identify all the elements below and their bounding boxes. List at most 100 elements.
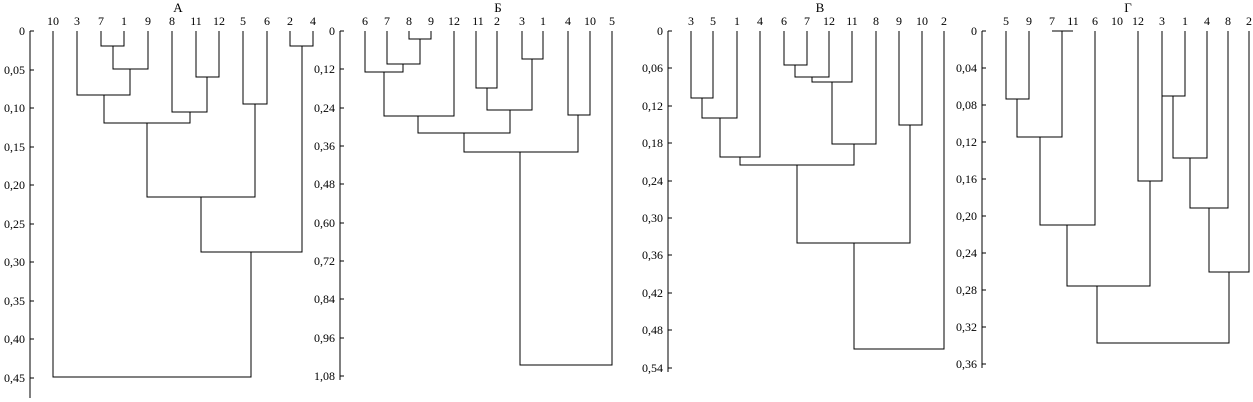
panel-a-tick-label: 0,10 xyxy=(4,101,25,115)
panel-b-leaf-label: 1 xyxy=(540,14,546,28)
panel-d-leaf-label: 10 xyxy=(1111,14,1123,28)
panel-c-tree xyxy=(690,31,945,350)
panel-b-leaf-labels: 6 7 8 9 12 11 2 3 1 4 10 5 xyxy=(362,14,615,28)
panel-a-merge-link xyxy=(52,31,252,378)
panel-c-tick-labels: 0 0,06 0,12 0,18 0,24 0,30 0,36 0,42 0,4… xyxy=(642,24,663,375)
panel-c-tick-label: 0,06 xyxy=(642,61,663,75)
panel-b-tick-label: 0,36 xyxy=(314,139,335,153)
panel-c-merge-link xyxy=(739,144,855,166)
panel-c-merge-link xyxy=(796,125,911,244)
panel-d-merge-link xyxy=(1137,31,1163,182)
panel-c-leaf-labels: 3 5 1 4 6 7 12 11 8 9 10 2 xyxy=(688,14,947,28)
panel-d-tree xyxy=(1005,30,1250,344)
panel-a-leaf-label: 12 xyxy=(213,14,225,28)
panel-d-merge-link xyxy=(1189,31,1229,209)
panel-c-merge-link xyxy=(794,31,830,78)
panel-d-leaf-label: 3 xyxy=(1159,14,1165,28)
panel-b-merge-link xyxy=(463,115,579,153)
panel-d-tick-labels: 0 0,04 0,08 0,12 0,16 0,20 0,24 0,28 0,3… xyxy=(956,24,977,371)
panel-b-leaf-label: 6 xyxy=(362,14,368,28)
panel-b-leaf-label: 9 xyxy=(428,14,434,28)
panel-b-leaf-label: 5 xyxy=(609,14,615,28)
panel-b-leaf-label: 11 xyxy=(472,14,484,28)
panel-d: Г 0 0,04 0,08 0,12 0,16 0,20 0,24 0,28 0… xyxy=(956,0,1252,371)
panel-b-ticks xyxy=(340,30,344,377)
panel-c-title: В xyxy=(816,0,825,15)
panel-a-leaf-label: 2 xyxy=(287,14,293,28)
panel-b-merge-link xyxy=(386,31,421,65)
panel-d-leaf-label: 6 xyxy=(1092,14,1098,28)
panel-d-leaf-label: 8 xyxy=(1225,14,1231,28)
panel-a-tick-label: 0,30 xyxy=(4,255,25,269)
panel-b-tree xyxy=(364,31,613,366)
panel-d-tick-label: 0,20 xyxy=(956,209,977,223)
panel-d-tick-label: 0,36 xyxy=(956,357,977,371)
panel-c-leaf-label: 11 xyxy=(846,14,858,28)
panel-b-tick-label: 0,12 xyxy=(314,62,335,76)
panel-b-tick-label: 0,48 xyxy=(314,177,335,191)
panel-d-merge-link xyxy=(1005,31,1030,100)
panel-a-tick-label: 0,20 xyxy=(4,178,25,192)
panel-a-leaf-label: 7 xyxy=(98,14,104,28)
panel-c-merge-link xyxy=(853,31,945,350)
panel-c-tick-label: 0 xyxy=(657,24,663,38)
panel-c-leaf-label: 1 xyxy=(734,14,740,28)
panel-b-merge-link xyxy=(364,31,404,73)
panel-d-tick-label: 0,08 xyxy=(956,98,977,112)
panel-c-tick-label: 0,18 xyxy=(642,136,663,150)
panel-d-tick-label: 0,16 xyxy=(956,172,977,186)
panel-b-tick-label: 0,72 xyxy=(314,254,335,268)
panel-d-leaf-labels: 5 9 7 11 6 10 12 3 1 4 8 2 xyxy=(1003,14,1252,28)
panel-d-leaf-label: 4 xyxy=(1204,14,1210,28)
panel-b-tick-label: 1,08 xyxy=(314,369,335,383)
panel-a-merge-link xyxy=(112,31,149,70)
panel-b-leaf-label: 8 xyxy=(406,14,412,28)
panel-b-tick-label: 0,96 xyxy=(314,331,335,345)
panel-c-tick-label: 0,48 xyxy=(642,323,663,337)
panel-a-leaf-label: 5 xyxy=(240,14,246,28)
panel-d-merge-link xyxy=(1096,272,1230,344)
panel-a-tick-label: 0,05 xyxy=(4,63,25,77)
panel-d-merge-link xyxy=(1161,31,1186,97)
panel-d-tick-label: 0,24 xyxy=(956,246,977,260)
panel-c-leaf-label: 9 xyxy=(896,14,902,28)
panel-d-merge-link xyxy=(1172,31,1208,159)
panel-c-merge-link xyxy=(701,31,738,119)
panel-b-merge-link xyxy=(521,31,544,60)
panel-b-leaf-label: 3 xyxy=(519,14,525,28)
panel-a-merge-link xyxy=(100,31,125,47)
panel-b-tick-labels: 0 0,12 0,24 0,36 0,48 0,60 0,72 0,84 0,9… xyxy=(314,24,335,383)
panel-d-merge-link xyxy=(1039,31,1096,226)
panel-b-merge-link xyxy=(567,31,591,116)
panel-c-leaf-label: 2 xyxy=(941,14,947,28)
panel-a: А 0 0,05 0,10 0,15 0,20 0,25 0,30 0,35 0… xyxy=(4,0,316,398)
panel-a-merge-link xyxy=(195,31,220,78)
panel-b-merge-link xyxy=(383,31,455,117)
panel-a-tick-label: 0,40 xyxy=(4,332,25,346)
panel-c-tick-label: 0,24 xyxy=(642,174,663,188)
panel-a-merge-link xyxy=(103,95,191,124)
panel-b: Б 0 0,12 0,24 0,36 0,48 0,60 0,72 0,84 0… xyxy=(314,0,615,383)
panel-b-tick-label: 0 xyxy=(329,24,335,38)
panel-d-leaf-label: 9 xyxy=(1026,14,1032,28)
panel-b-tick-label: 0,84 xyxy=(314,292,335,306)
panel-a-tick-labels: 0 0,05 0,10 0,15 0,20 0,25 0,30 0,35 0,4… xyxy=(4,24,25,385)
panel-a-leaf-label: 9 xyxy=(145,14,151,28)
panel-c-tick-label: 0,30 xyxy=(642,211,663,225)
panel-d-leaf-label: 1 xyxy=(1182,14,1188,28)
panel-c-tick-label: 0,54 xyxy=(642,361,663,375)
panel-d-leaf-label: 11 xyxy=(1067,14,1079,28)
panel-d-merge-link xyxy=(1066,181,1151,287)
panel-d-leaf-label: 2 xyxy=(1246,14,1252,28)
panel-b-merge-link xyxy=(519,31,613,366)
panel-a-tick-label: 0,15 xyxy=(4,140,25,154)
panel-a-leaf-label: 6 xyxy=(264,14,270,28)
panel-a-leaf-label: 11 xyxy=(190,14,202,28)
panel-a-tree xyxy=(52,31,314,378)
panel-c-ticks xyxy=(668,30,672,369)
panel-c-merge-link xyxy=(690,31,714,99)
panel-b-leaf-label: 10 xyxy=(584,14,596,28)
panel-c-merge-link xyxy=(783,31,808,66)
panel-d-tick-label: 0,04 xyxy=(956,61,977,75)
panel-d-tick-label: 0,12 xyxy=(956,135,977,149)
